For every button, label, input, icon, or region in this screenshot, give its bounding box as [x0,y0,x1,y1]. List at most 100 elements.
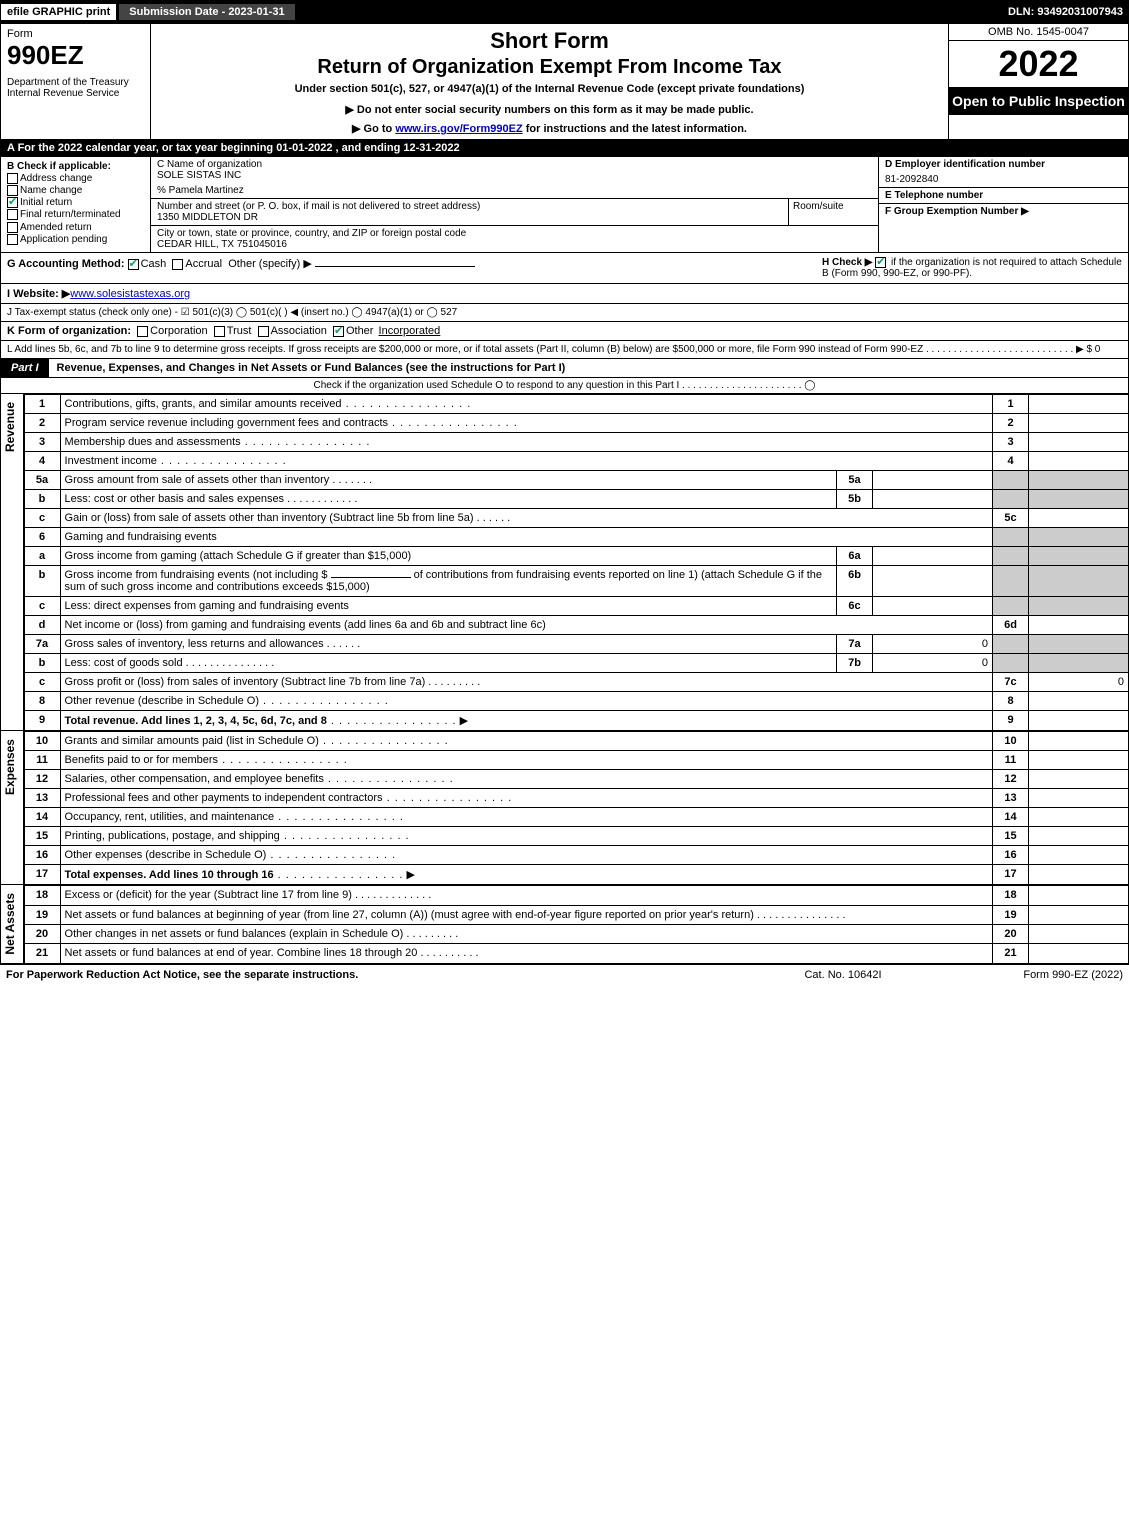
i-website-link[interactable]: www.solesistastexas.org [70,288,190,300]
line-6d-desc: Net income or (loss) from gaming and fun… [60,616,992,635]
row-i-website: I Website: ▶www.solesistastexas.org [0,284,1129,304]
line-7c-val: 0 [1029,673,1129,692]
b-application-pending[interactable]: Application pending [7,234,144,245]
line-14-desc: Occupancy, rent, utilities, and maintena… [60,808,992,827]
line-5b-inlabel: 5b [837,490,873,509]
line-6b-inval [873,566,993,597]
netassets-table: 18Excess or (deficit) for the year (Subt… [24,885,1129,964]
b-initial-return[interactable]: Initial return [7,197,144,208]
line-7b-num: b [24,654,60,673]
k-corp-checkbox[interactable] [137,326,148,337]
c-org-name: SOLE SISTAS INC [157,170,872,181]
expenses-side-label: Expenses [0,731,24,885]
g-accrual: Accrual [185,258,222,270]
g-accrual-checkbox[interactable] [172,259,183,270]
line-7b-inval: 0 [873,654,993,673]
header-center: Short Form Return of Organization Exempt… [151,24,948,139]
row-l-gross-receipts: L Add lines 5b, 6c, and 7b to line 9 to … [0,341,1129,359]
line-17-desc: Total expenses. Add lines 10 through 16 … [60,865,992,885]
line-13-rnum: 13 [993,789,1029,808]
main-title: Return of Organization Exempt From Incom… [159,56,940,79]
c-name-header: C Name of organization [157,159,872,170]
form-number: 990EZ [7,40,144,71]
line-6c-inval [873,597,993,616]
line-11-val [1029,751,1129,770]
line-18-val [1029,886,1129,905]
line-3-num: 3 [24,433,60,452]
part-i-label: Part I [1,359,49,377]
goto-link[interactable]: www.irs.gov/Form990EZ [395,123,522,135]
line-15-rnum: 15 [993,827,1029,846]
footer-paperwork: For Paperwork Reduction Act Notice, see … [6,969,743,981]
footer-catno: Cat. No. 10642I [743,969,943,981]
line-6b-num: b [24,566,60,597]
b-final-return[interactable]: Final return/terminated [7,209,144,220]
row-a-tax-year: A For the 2022 calendar year, or tax yea… [0,140,1129,157]
k-assoc: Association [271,325,327,337]
col-def: D Employer identification number 81-2092… [878,157,1128,252]
k-other-checkbox[interactable] [333,326,344,337]
line-15-val [1029,827,1129,846]
line-6c-desc: Less: direct expenses from gaming and fu… [60,597,836,616]
line-2-rnum: 2 [993,414,1029,433]
form-label: Form [7,28,144,40]
b-name-change[interactable]: Name change [7,185,144,196]
line-7a-inlabel: 7a [837,635,873,654]
line-18-num: 18 [24,886,60,905]
line-5a-inval [873,471,993,490]
c-city-header: City or town, state or province, country… [157,228,872,239]
line-4-num: 4 [24,452,60,471]
line-12-desc: Salaries, other compensation, and employ… [60,770,992,789]
row-j-tax-exempt: J Tax-exempt status (check only one) - ☑… [0,304,1129,322]
netassets-side-label: Net Assets [0,885,24,964]
line-8-rnum: 8 [993,692,1029,711]
line-5b-num: b [24,490,60,509]
line-4-desc: Investment income [60,452,992,471]
line-19-desc: Net assets or fund balances at beginning… [60,905,992,924]
line-7c-rnum: 7c [993,673,1029,692]
line-5c-num: c [24,509,60,528]
line-6a-num: a [24,547,60,566]
line-20-rnum: 20 [993,924,1029,943]
line-17-num: 17 [24,865,60,885]
line-8-desc: Other revenue (describe in Schedule O) [60,692,992,711]
efile-badge: efile GRAPHIC print [0,3,117,21]
line-13-desc: Professional fees and other payments to … [60,789,992,808]
line-19-val [1029,905,1129,924]
col-b-checkboxes: B Check if applicable: Address change Na… [1,157,151,252]
expenses-table: 10Grants and similar amounts paid (list … [24,731,1129,885]
line-4-rnum: 4 [993,452,1029,471]
line-7a-inval: 0 [873,635,993,654]
b-amended-return[interactable]: Amended return [7,222,144,233]
row-gh: G Accounting Method: Cash Accrual Other … [0,253,1129,284]
header-left: Form 990EZ Department of the Treasury In… [1,24,151,139]
line-5a-desc: Gross amount from sale of assets other t… [60,471,836,490]
k-assoc-checkbox[interactable] [258,326,269,337]
line-10-num: 10 [24,732,60,751]
h-checkbox[interactable] [875,257,886,268]
line-7b-desc: Less: cost of goods sold . . . . . . . .… [60,654,836,673]
line-14-rnum: 14 [993,808,1029,827]
line-16-val [1029,846,1129,865]
tax-year: 2022 [949,41,1128,87]
netassets-section: Net Assets 18Excess or (deficit) for the… [0,885,1129,964]
line-6a-inlabel: 6a [837,547,873,566]
b-address-change[interactable]: Address change [7,173,144,184]
line-1-desc: Contributions, gifts, grants, and simila… [60,395,992,414]
header-right: OMB No. 1545-0047 2022 Open to Public In… [948,24,1128,139]
revenue-table: 1Contributions, gifts, grants, and simil… [24,394,1129,731]
line-9-desc: Total revenue. Add lines 1, 2, 3, 4, 5c,… [60,711,992,731]
line-15-num: 15 [24,827,60,846]
line-11-desc: Benefits paid to or for members [60,751,992,770]
g-cash-checkbox[interactable] [128,259,139,270]
line-3-rnum: 3 [993,433,1029,452]
g-other-input[interactable] [315,266,475,267]
c-street-address: 1350 MIDDLETON DR [157,212,782,223]
col-c-orginfo: C Name of organization SOLE SISTAS INC %… [151,157,878,252]
footer-formref: Form 990-EZ (2022) [943,969,1123,981]
k-trust-checkbox[interactable] [214,326,225,337]
k-other-label: Other [346,325,374,337]
line-21-desc: Net assets or fund balances at end of ye… [60,944,992,963]
line-6d-rnum: 6d [993,616,1029,635]
k-corp: Corporation [150,325,207,337]
